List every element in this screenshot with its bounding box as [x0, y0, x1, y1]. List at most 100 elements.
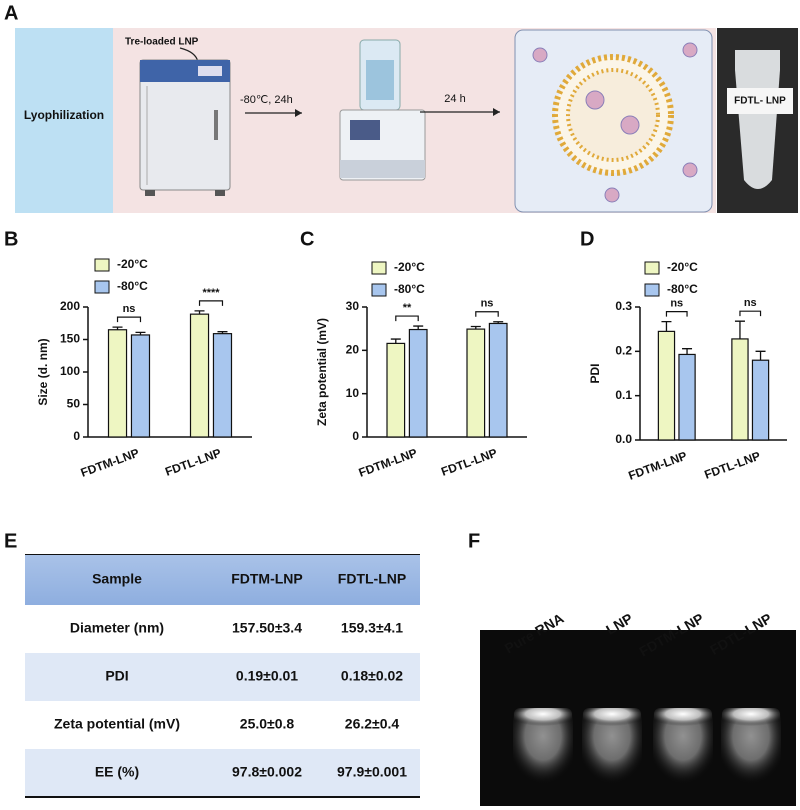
significance-bracket [665, 311, 688, 317]
legend-label: -20°C [117, 257, 148, 271]
error-bar [112, 326, 123, 330]
gel-band [654, 708, 712, 728]
table-cell: 97.8±0.002 [232, 764, 302, 780]
error-bar [661, 320, 672, 332]
bar [678, 353, 696, 441]
x-tick-label: FDTM-LNP [357, 446, 419, 480]
bar [488, 322, 508, 438]
bar [731, 338, 749, 441]
bar [657, 330, 676, 441]
panel-letter: C [300, 228, 314, 250]
table-cell: EE (%) [95, 764, 139, 780]
y-tick-label: 0.1 [615, 388, 632, 402]
y-tick-label: 0.0 [615, 432, 632, 446]
arrow-head [295, 109, 302, 117]
y-tick-label: 0.2 [615, 344, 632, 358]
bar [107, 329, 128, 438]
significance-bracket [116, 316, 142, 323]
y-tick-label: 0.3 [615, 299, 632, 313]
table-header: FDTL-LNP [338, 571, 406, 587]
error-bar [493, 321, 504, 324]
tube-photo [717, 28, 798, 213]
y-tick-label: 150 [60, 332, 80, 346]
y-tick-label: 0 [352, 429, 359, 443]
error-bar [413, 325, 424, 330]
legend-swatch [644, 283, 660, 297]
y-axis-label: Zeta potential (mV) [315, 318, 329, 426]
bar [212, 333, 233, 438]
error-bar [682, 348, 693, 355]
table-cell: 25.0±0.8 [240, 716, 295, 732]
legend-swatch [94, 280, 110, 294]
legend-label: -20°C [667, 260, 698, 274]
significance-label: ns [670, 298, 683, 310]
table-cell: 0.19±0.01 [236, 668, 298, 684]
significance-bracket [198, 300, 224, 306]
significance-label: **** [202, 287, 220, 299]
error-bar [135, 331, 146, 335]
sample-label: Tre-loaded LNP [125, 37, 199, 48]
panel-letter: B [4, 228, 18, 250]
y-tick-label: 10 [346, 386, 360, 400]
table-header: FDTM-LNP [231, 571, 303, 587]
gel-band [722, 708, 780, 728]
y-tick-label: 100 [60, 364, 80, 378]
panel-letter: E [4, 530, 17, 552]
error-bar [194, 310, 205, 315]
side-box [15, 28, 113, 213]
table-cell: 26.2±0.4 [345, 716, 400, 732]
step1-label: -80℃, 24h [240, 94, 293, 106]
table-cell: Diameter (nm) [70, 620, 164, 636]
y-tick-label: 200 [60, 299, 80, 313]
y-axis-label: PDI [588, 363, 602, 383]
table-cell: 0.18±0.02 [341, 668, 403, 684]
lnp-illustration [514, 29, 713, 213]
x-tick-label: FDTL-LNP [439, 446, 499, 479]
significance-bracket [739, 310, 762, 317]
step2-label: 24 h [444, 93, 465, 105]
y-tick-label: 50 [67, 397, 81, 411]
table-cell: 97.9±0.001 [337, 764, 407, 780]
legend-swatch [371, 283, 387, 297]
legend-label: -20°C [394, 260, 425, 274]
legend-swatch [94, 258, 110, 272]
x-tick-label: FDTL-LNP [163, 446, 223, 479]
y-tick-label: 30 [346, 299, 360, 313]
error-bar [755, 350, 766, 361]
error-bar [390, 338, 401, 344]
table-row-bg [25, 653, 420, 701]
table-header-bg [25, 555, 420, 605]
significance-bracket [395, 315, 419, 322]
table-row-bg [25, 749, 420, 797]
freezer [139, 59, 231, 196]
table-row-bg [25, 605, 420, 653]
table-row-bg [25, 701, 420, 749]
table-cell: 157.50±3.4 [232, 620, 302, 636]
significance-label: ns [123, 303, 136, 315]
panel-a: Lyophilization Tre-loaded LNP -80℃, 24h … [15, 28, 798, 213]
side-label: Lyophilization [24, 108, 104, 122]
bar [408, 328, 428, 438]
bar [189, 313, 210, 438]
gel-band [583, 708, 641, 728]
arrow-head [493, 108, 500, 116]
significance-label: ns [481, 298, 494, 310]
table-cell: 159.3±4.1 [341, 620, 403, 636]
error-bar [734, 320, 745, 339]
table-cell: Zeta potential (mV) [54, 716, 180, 732]
significance-label: ** [403, 302, 412, 314]
panel-letter: D [580, 228, 594, 250]
significance-bracket [475, 311, 499, 317]
bar [386, 342, 406, 438]
panel-letter: F [468, 530, 480, 552]
legend-label: -80°C [667, 282, 698, 296]
y-axis-label: Size (d. nm) [36, 338, 50, 405]
tube-label: FDTL- LNP [734, 96, 786, 107]
error-bar [217, 331, 228, 334]
x-tick-label: FDTL-LNP [702, 449, 762, 482]
legend-swatch [371, 261, 387, 275]
y-tick-label: 20 [346, 343, 360, 357]
table-cell: PDI [105, 668, 128, 684]
legend-swatch [644, 261, 660, 275]
